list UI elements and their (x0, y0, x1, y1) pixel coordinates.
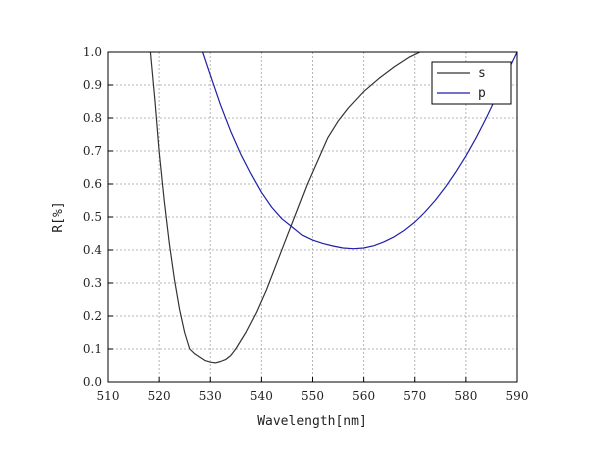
y-tick-label: 0.7 (83, 144, 102, 158)
y-tick-label: 0.3 (83, 276, 102, 290)
grid-lines (108, 52, 517, 382)
y-tick-label: 0.9 (83, 78, 102, 92)
x-tick-label: 520 (148, 389, 171, 403)
series-layer (149, 52, 517, 364)
x-tick-label: 580 (454, 389, 477, 403)
y-tick-label: 1.0 (83, 45, 102, 59)
y-axis-ticks: 0.0 0.1 0.2 0.3 0.4 0.5 0.6 0.7 0.8 0.9 1.0 (83, 45, 113, 389)
x-tick-label: 530 (199, 389, 222, 403)
x-tick-label: 510 (97, 389, 120, 403)
series-line-s (149, 52, 421, 364)
x-axis-title: Wavelength[nm] (257, 414, 367, 429)
legend: s p (431, 61, 512, 105)
y-tick-label: 0.4 (83, 243, 102, 257)
y-axis-title: R[%] (51, 201, 66, 232)
x-tick-label: 590 (506, 389, 529, 403)
y-tick-label: 0.2 (83, 309, 102, 323)
series-line-p (202, 52, 517, 250)
x-tick-label: 570 (403, 389, 426, 403)
legend-label-s: s (478, 66, 486, 81)
x-axis-ticks: 510 520 530 540 550 560 570 580 590 (97, 377, 529, 403)
x-tick-label: 540 (250, 389, 273, 403)
y-tick-label: 0.5 (83, 210, 102, 224)
legend-label-p: p (478, 86, 486, 101)
x-tick-label: 550 (301, 389, 324, 403)
y-tick-label: 0.6 (83, 177, 102, 191)
y-tick-label: 0.8 (83, 111, 102, 125)
y-tick-label: 0.1 (83, 342, 102, 356)
legend-box (431, 61, 512, 105)
x-tick-label: 560 (352, 389, 375, 403)
y-tick-label: 0.0 (83, 375, 102, 389)
